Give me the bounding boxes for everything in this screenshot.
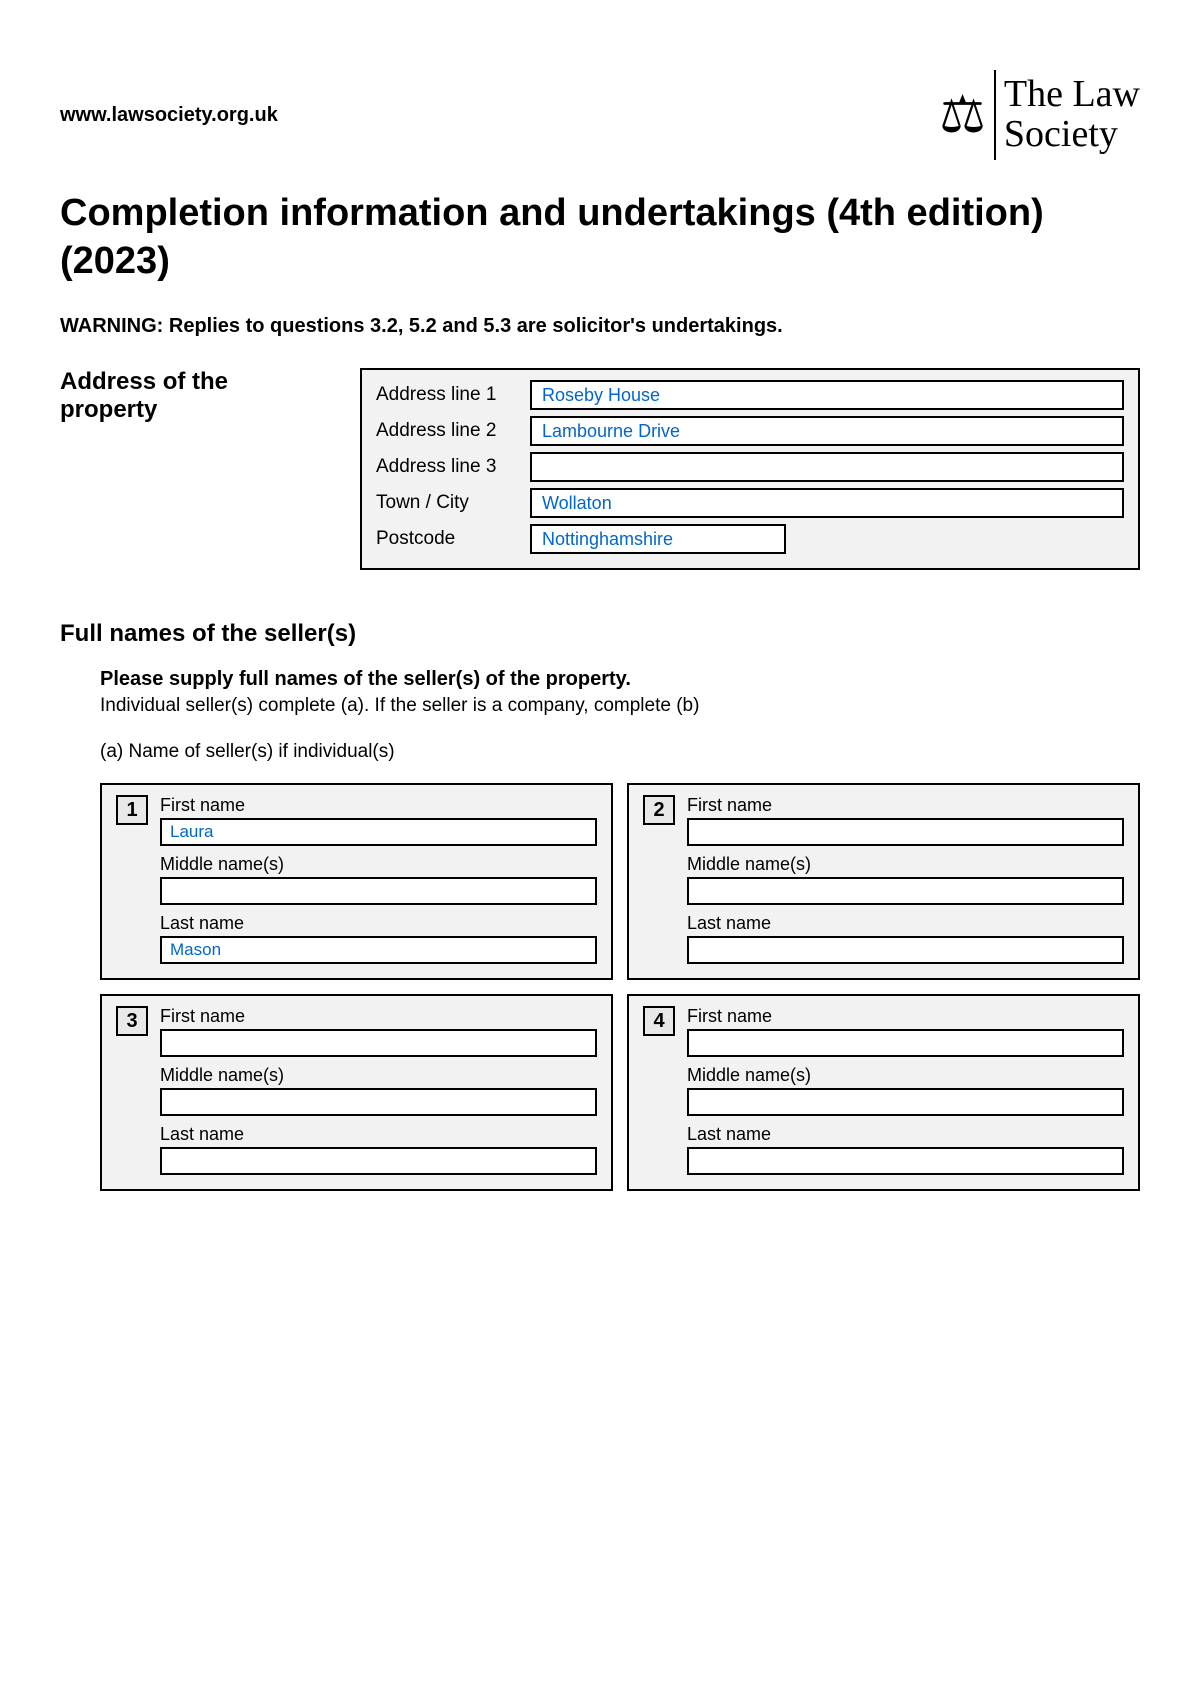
last-name-input[interactable] [160,1147,597,1175]
seller-number: 4 [643,1006,675,1036]
address-line3-label: Address line 3 [376,456,516,478]
address-line1-label: Address line 1 [376,384,516,406]
first-name-input[interactable] [687,1029,1124,1057]
postcode-label: Postcode [376,528,516,550]
last-name-label: Last name [160,913,597,934]
seller-fields: First name Middle name(s) Last name [160,795,597,964]
address-line2-input[interactable] [530,416,1124,446]
seller-fields: First name Middle name(s) Last name [687,795,1124,964]
address-section: Address of the property Address line 1 A… [60,368,1140,570]
seller-fields: First name Middle name(s) Last name [160,1006,597,1175]
last-name-input[interactable] [160,936,597,964]
last-name-input[interactable] [687,1147,1124,1175]
address-line1-input[interactable] [530,380,1124,410]
seller-fields: First name Middle name(s) Last name [687,1006,1124,1175]
website-url: www.lawsociety.org.uk [60,104,278,127]
seller-number: 1 [116,795,148,825]
page-title: Completion information and undertakings … [60,190,1140,285]
logo-text: The Law Society [1004,75,1140,155]
page: www.lawsociety.org.uk ⚖ The Law Society … [0,0,1200,1261]
seller-box-1: 1 First name Middle name(s) Last name [100,783,613,980]
middle-name-input[interactable] [687,1088,1124,1116]
middle-name-input[interactable] [160,877,597,905]
first-name-input[interactable] [687,818,1124,846]
first-name-label: First name [160,795,597,816]
address-heading: Address of the property [60,368,330,424]
seller-box-2: 2 First name Middle name(s) Last name [627,783,1140,980]
last-name-label: Last name [160,1124,597,1145]
sellers-heading: Full names of the seller(s) [60,620,1140,648]
seller-box-4: 4 First name Middle name(s) Last name [627,994,1140,1191]
first-name-input[interactable] [160,818,597,846]
postcode-input[interactable] [530,524,786,554]
first-name-label: First name [160,1006,597,1027]
address-line2-label: Address line 2 [376,420,516,442]
seller-number: 3 [116,1006,148,1036]
address-box: Address line 1 Address line 2 Address li… [360,368,1140,570]
sellers-instructions: Please supply full names of the seller(s… [100,668,1140,763]
logo: ⚖ The Law Society [939,70,1140,160]
sellers-instruction-bold: Please supply full names of the seller(s… [100,668,1140,691]
last-name-label: Last name [687,913,1124,934]
middle-name-label: Middle name(s) [687,1065,1124,1086]
first-name-input[interactable] [160,1029,597,1057]
middle-name-label: Middle name(s) [687,854,1124,875]
town-input[interactable] [530,488,1124,518]
town-label: Town / City [376,492,516,514]
last-name-label: Last name [687,1124,1124,1145]
logo-divider [994,70,996,160]
middle-name-label: Middle name(s) [160,1065,597,1086]
last-name-input[interactable] [687,936,1124,964]
warning-text: WARNING: Replies to questions 3.2, 5.2 a… [60,315,1140,338]
seller-number: 2 [643,795,675,825]
sellers-sub-a: (a) Name of seller(s) if individual(s) [100,741,1140,763]
first-name-label: First name [687,1006,1124,1027]
sellers-instruction: Individual seller(s) complete (a). If th… [100,695,1140,717]
middle-name-input[interactable] [687,877,1124,905]
seller-box-3: 3 First name Middle name(s) Last name [100,994,613,1191]
seller-grid: 1 First name Middle name(s) Last name 2 … [100,783,1140,1191]
header: www.lawsociety.org.uk ⚖ The Law Society [60,70,1140,160]
first-name-label: First name [687,795,1124,816]
crest-icon: ⚖ [939,89,986,141]
middle-name-label: Middle name(s) [160,854,597,875]
address-line3-input[interactable] [530,452,1124,482]
middle-name-input[interactable] [160,1088,597,1116]
